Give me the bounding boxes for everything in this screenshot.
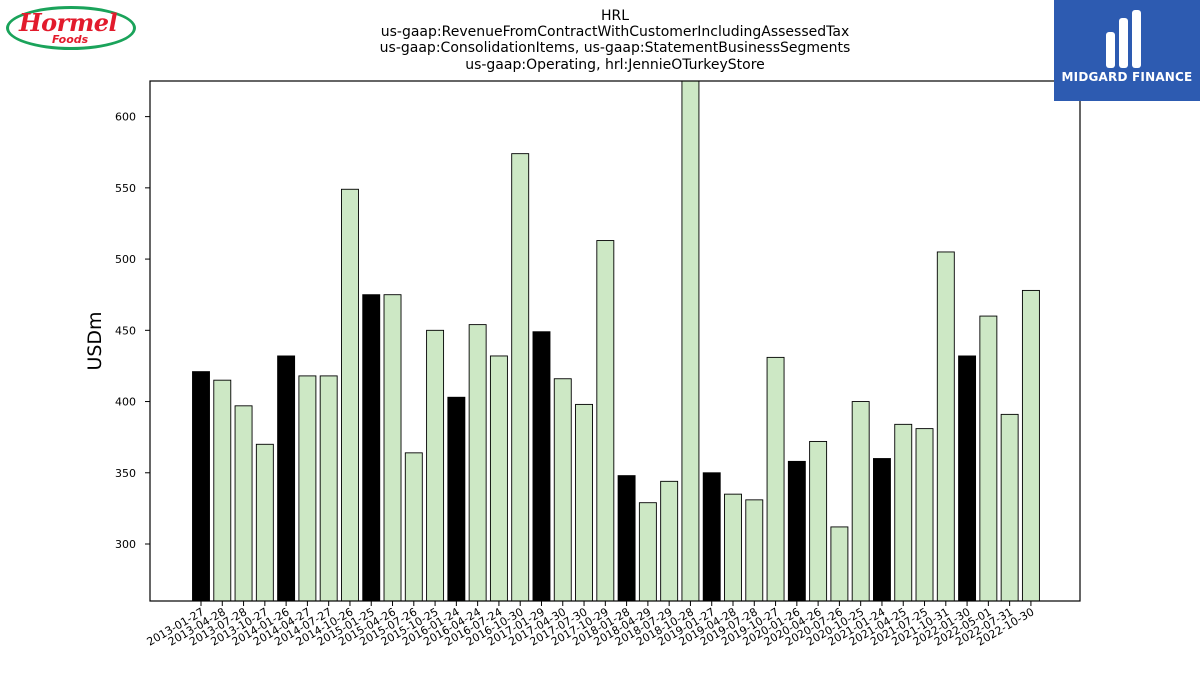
bar-2016-04-24 <box>468 324 487 601</box>
bar-2013-04-28 <box>213 379 232 601</box>
bar-2021-10-31 <box>936 251 955 601</box>
bar-2022-10-30 <box>1021 289 1040 601</box>
bar-2019-10-27 <box>766 356 785 601</box>
bar-2016-01-24 <box>447 396 466 601</box>
bar-2020-07-26 <box>830 526 849 601</box>
bar-2015-10-25 <box>426 329 445 601</box>
logo-name-text: MIDGARD FINANCE <box>1061 70 1193 84</box>
bar-2022-05-01 <box>979 315 998 601</box>
bar-2019-01-27 <box>702 472 721 601</box>
y-tick-label: 500 <box>115 253 136 266</box>
chart-title: HRL us-gaap:RevenueFromContractWithCusto… <box>380 8 851 73</box>
chart-title-line-2: us-gaap:RevenueFromContractWithCustomerI… <box>381 24 850 40</box>
bar-2021-04-25 <box>894 423 913 601</box>
bar-2019-04-28 <box>724 493 742 601</box>
y-tick-label: 550 <box>115 182 136 195</box>
bar-2021-01-24 <box>873 458 891 601</box>
bar-2015-01-25 <box>362 294 381 601</box>
chart-title-line-1: HRL <box>601 8 629 24</box>
logo-oval <box>6 6 136 50</box>
logo-brand-text: Hormel <box>19 8 118 37</box>
bar-2022-01-30 <box>958 355 977 601</box>
bar-2018-01-28 <box>617 475 636 601</box>
logo-sub-text: Foods <box>52 33 89 46</box>
bar-2017-01-29 <box>532 331 551 601</box>
hormel-foods-logo: Hormel Foods <box>6 6 138 52</box>
y-tick-label: 300 <box>115 538 136 551</box>
bar-2015-07-26 <box>404 452 423 601</box>
x-axis: 2013-01-272013-04-282013-07-282013-10-27… <box>145 601 1036 649</box>
bar-series <box>192 81 1040 601</box>
bar-2018-04-29 <box>638 502 657 601</box>
bar-2014-07-27 <box>319 375 338 601</box>
bar-2017-10-29 <box>596 240 615 601</box>
bar-2018-07-29 <box>660 480 679 601</box>
midgard-mark-icon <box>1104 10 1150 70</box>
bar-2017-04-30 <box>553 378 572 601</box>
bar-2020-10-25 <box>851 401 870 601</box>
bar-2014-01-26 <box>277 355 296 601</box>
chart-title-line-4: us-gaap:Operating, hrl:JennieOTurkeyStor… <box>465 57 765 73</box>
bar-2020-01-26 <box>787 460 806 601</box>
midgard-finance-logo: MIDGARD FINANCE <box>1054 0 1200 101</box>
bar-2014-04-27 <box>298 375 317 601</box>
bar-2013-10-27 <box>255 443 274 601</box>
y-tick-label: 600 <box>115 111 136 124</box>
bar-2015-04-26 <box>383 294 402 601</box>
plot-frame <box>149 80 1081 602</box>
bar-2019-07-28 <box>745 499 764 601</box>
bar-2016-10-30 <box>511 153 530 601</box>
bar-2014-10-26 <box>341 188 359 601</box>
bar-2017-07-30 <box>575 403 593 601</box>
bar-2018-10-28 <box>681 81 700 601</box>
y-tick-label: 450 <box>115 324 136 337</box>
chart-title-line-3: us-gaap:ConsolidationItems, us-gaap:Stat… <box>380 40 851 56</box>
bar-2021-07-25 <box>915 428 934 601</box>
bar-2013-07-28 <box>234 405 253 601</box>
y-tick-label: 350 <box>115 467 136 480</box>
bar-2016-07-24 <box>489 355 508 601</box>
bar-2020-04-26 <box>809 440 828 601</box>
bar-2013-01-27 <box>192 371 210 601</box>
y-axis: 300 350 400 450 500 550 600 <box>115 111 150 551</box>
bar-2022-07-31 <box>1000 413 1019 601</box>
y-tick-label: 400 <box>115 396 136 409</box>
y-axis-label: USDm <box>84 311 106 370</box>
